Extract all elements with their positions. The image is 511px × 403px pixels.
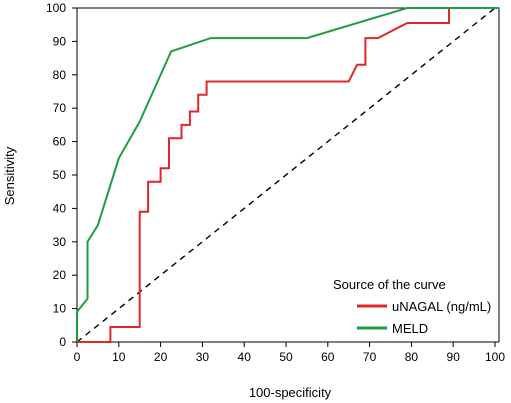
y-tick-label: 50 <box>53 168 67 182</box>
axis-ticks: 0 10 20 30 40 50 60 70 80 90 100 0 10 20 30 40 50 60 70 80 9… <box>46 1 505 364</box>
y-axis-title: Sensitivity <box>2 146 17 205</box>
series-line-unagal <box>77 7 500 343</box>
x-tick-label: 10 <box>112 350 126 364</box>
x-tick-label: 60 <box>321 350 335 364</box>
x-tick-label: 30 <box>196 350 210 364</box>
y-tick-label: 80 <box>53 68 67 82</box>
x-tick-label: 100 <box>485 350 505 364</box>
x-tick-label: 40 <box>238 350 252 364</box>
legend-label-unagal: uNAGAL (ng/mL) <box>392 299 491 314</box>
legend-title: Source of the curve <box>333 277 446 292</box>
y-tick-label: 40 <box>53 201 67 215</box>
legend: Source of the curve uNAGAL (ng/mL) MELD <box>333 277 491 336</box>
series-line-meld <box>76 7 500 342</box>
reference-line <box>76 7 496 343</box>
y-tick-label: 70 <box>53 101 67 115</box>
x-tick-label: 50 <box>279 350 293 364</box>
series-layer <box>76 7 500 343</box>
x-tick-label: 70 <box>363 350 377 364</box>
y-tick-label: 20 <box>53 268 67 282</box>
x-tick-label: 90 <box>447 350 461 364</box>
y-tick-label: 100 <box>46 1 66 15</box>
y-tick-label: 10 <box>53 302 67 316</box>
x-tick-label: 80 <box>405 350 419 364</box>
y-tick-label: 90 <box>53 34 67 48</box>
y-tick-label: 60 <box>53 135 67 149</box>
x-tick-label: 20 <box>154 350 168 364</box>
x-tick-label: 0 <box>74 350 81 364</box>
legend-label-meld: MELD <box>392 321 428 336</box>
y-tick-label: 30 <box>53 235 67 249</box>
x-axis-title: 100-specificity <box>249 385 332 400</box>
y-tick-label: 0 <box>59 335 66 349</box>
reference-diagonal <box>76 7 496 343</box>
